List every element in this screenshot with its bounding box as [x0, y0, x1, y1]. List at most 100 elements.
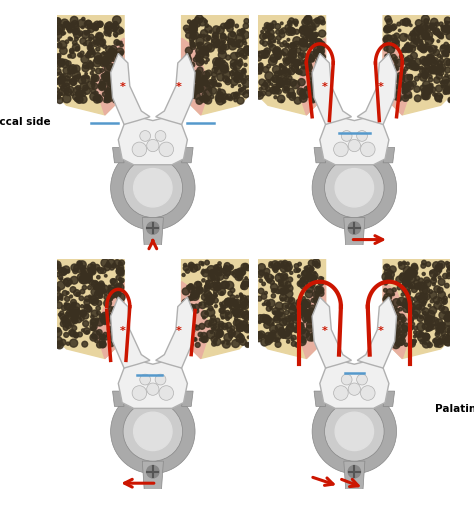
Circle shape: [64, 89, 72, 96]
Circle shape: [424, 334, 430, 340]
Circle shape: [414, 280, 419, 285]
Circle shape: [311, 60, 314, 63]
Circle shape: [91, 82, 94, 86]
Circle shape: [213, 338, 221, 346]
Circle shape: [410, 76, 412, 78]
Circle shape: [259, 334, 264, 338]
Circle shape: [416, 293, 422, 300]
Circle shape: [275, 338, 280, 342]
Circle shape: [63, 279, 68, 285]
Circle shape: [98, 294, 103, 299]
Circle shape: [200, 47, 208, 56]
Circle shape: [56, 26, 63, 33]
Circle shape: [440, 331, 444, 334]
Circle shape: [417, 323, 425, 331]
Circle shape: [243, 56, 247, 60]
Circle shape: [423, 301, 426, 304]
Circle shape: [289, 307, 297, 315]
Circle shape: [210, 270, 217, 278]
Circle shape: [96, 96, 102, 103]
Circle shape: [115, 97, 120, 103]
Circle shape: [191, 291, 199, 298]
Circle shape: [57, 289, 60, 292]
Circle shape: [79, 265, 83, 269]
Circle shape: [199, 302, 206, 309]
Circle shape: [73, 30, 78, 35]
Circle shape: [93, 97, 98, 101]
Circle shape: [428, 46, 437, 55]
Circle shape: [296, 323, 304, 330]
Circle shape: [114, 260, 120, 267]
Circle shape: [290, 44, 295, 49]
Circle shape: [297, 337, 301, 341]
Circle shape: [426, 43, 428, 46]
Circle shape: [211, 336, 218, 343]
Circle shape: [93, 325, 96, 328]
Circle shape: [242, 32, 249, 40]
Circle shape: [241, 75, 243, 77]
Circle shape: [231, 332, 234, 335]
Circle shape: [114, 291, 121, 298]
Circle shape: [234, 78, 239, 83]
Circle shape: [59, 276, 63, 280]
Circle shape: [195, 23, 201, 28]
Circle shape: [219, 309, 224, 314]
Circle shape: [186, 34, 191, 39]
Circle shape: [111, 307, 119, 315]
Circle shape: [319, 74, 325, 80]
Circle shape: [403, 306, 410, 313]
Circle shape: [319, 326, 322, 329]
Circle shape: [401, 76, 405, 80]
Circle shape: [300, 44, 308, 53]
Circle shape: [278, 285, 286, 293]
Circle shape: [80, 83, 88, 91]
Circle shape: [189, 28, 196, 35]
Circle shape: [310, 98, 316, 104]
Circle shape: [81, 277, 88, 284]
Circle shape: [438, 279, 445, 286]
Circle shape: [320, 344, 323, 347]
Circle shape: [62, 75, 66, 79]
Circle shape: [241, 79, 246, 85]
Circle shape: [294, 316, 299, 321]
Circle shape: [410, 340, 415, 345]
Circle shape: [275, 274, 283, 282]
Circle shape: [419, 41, 423, 45]
Circle shape: [290, 43, 294, 47]
Circle shape: [239, 88, 246, 95]
Circle shape: [413, 335, 416, 338]
Polygon shape: [112, 391, 124, 407]
Circle shape: [189, 284, 193, 288]
Circle shape: [423, 94, 427, 98]
Circle shape: [315, 86, 322, 93]
Circle shape: [439, 270, 442, 273]
Circle shape: [406, 307, 410, 310]
Circle shape: [60, 48, 67, 56]
Circle shape: [438, 262, 445, 269]
Circle shape: [435, 47, 437, 49]
Circle shape: [273, 67, 280, 74]
Circle shape: [281, 298, 284, 301]
Circle shape: [416, 305, 422, 310]
Circle shape: [64, 304, 71, 311]
Circle shape: [107, 82, 115, 90]
Circle shape: [97, 342, 103, 348]
Circle shape: [285, 88, 289, 91]
Circle shape: [289, 19, 294, 24]
Circle shape: [315, 39, 322, 46]
Circle shape: [218, 47, 226, 55]
Circle shape: [204, 99, 208, 104]
Circle shape: [107, 73, 110, 76]
Circle shape: [260, 315, 268, 323]
Circle shape: [202, 78, 207, 82]
Circle shape: [289, 28, 293, 32]
Circle shape: [414, 96, 421, 103]
Circle shape: [215, 41, 223, 49]
Circle shape: [256, 337, 262, 342]
Circle shape: [103, 77, 109, 83]
Circle shape: [285, 72, 289, 76]
Circle shape: [424, 20, 428, 24]
Circle shape: [335, 413, 374, 450]
Circle shape: [72, 21, 78, 28]
Circle shape: [409, 317, 414, 322]
